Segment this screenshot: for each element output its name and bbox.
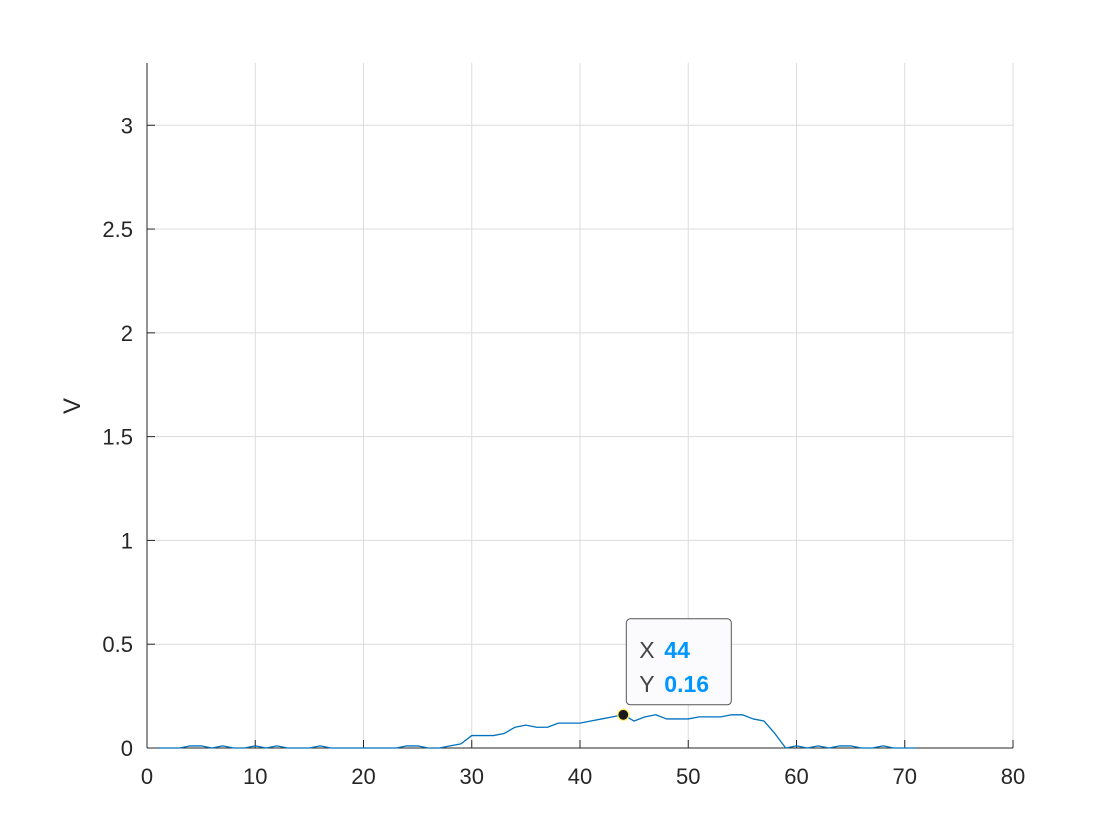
series-line[interactable] [157,714,916,749]
y-tick-label: 3 [121,113,133,138]
grid-layer [147,63,1014,748]
y-tick-label: 0 [121,736,133,761]
x-tick-label: 0 [141,764,153,789]
datatip-y-label: Y [639,671,654,697]
x-tick-label: 60 [784,764,808,789]
series-layer [157,714,916,749]
y-tick-label: 2 [121,321,133,346]
datatip-x-value: 44 [664,637,690,663]
y-tick-label: 1 [121,528,133,553]
datatip-box [625,618,732,706]
datatip-x-label: X [639,637,654,663]
x-tick-label: 80 [1001,764,1025,789]
x-tick-label: 70 [893,764,917,789]
datatip[interactable]: X 44 Y 0.16 [617,618,732,721]
y-tick-label: 1.5 [102,425,133,450]
x-tick-label: 10 [243,764,267,789]
y-tick-label: 2.5 [102,217,133,242]
y-tick-label: 0.5 [102,632,133,657]
datatip-y-value: 0.16 [664,671,709,697]
x-tick-label: 50 [676,764,700,789]
x-tick-label: 20 [351,764,375,789]
datatip-marker[interactable] [617,708,630,721]
tick-labels: 0 10 20 30 40 50 60 70 80 0 0.5 1 1.5 2 2.5 3 [102,113,1025,789]
x-tick-label: 30 [460,764,484,789]
y-axis-label: V [59,398,86,414]
x-tick-label: 40 [568,764,592,789]
